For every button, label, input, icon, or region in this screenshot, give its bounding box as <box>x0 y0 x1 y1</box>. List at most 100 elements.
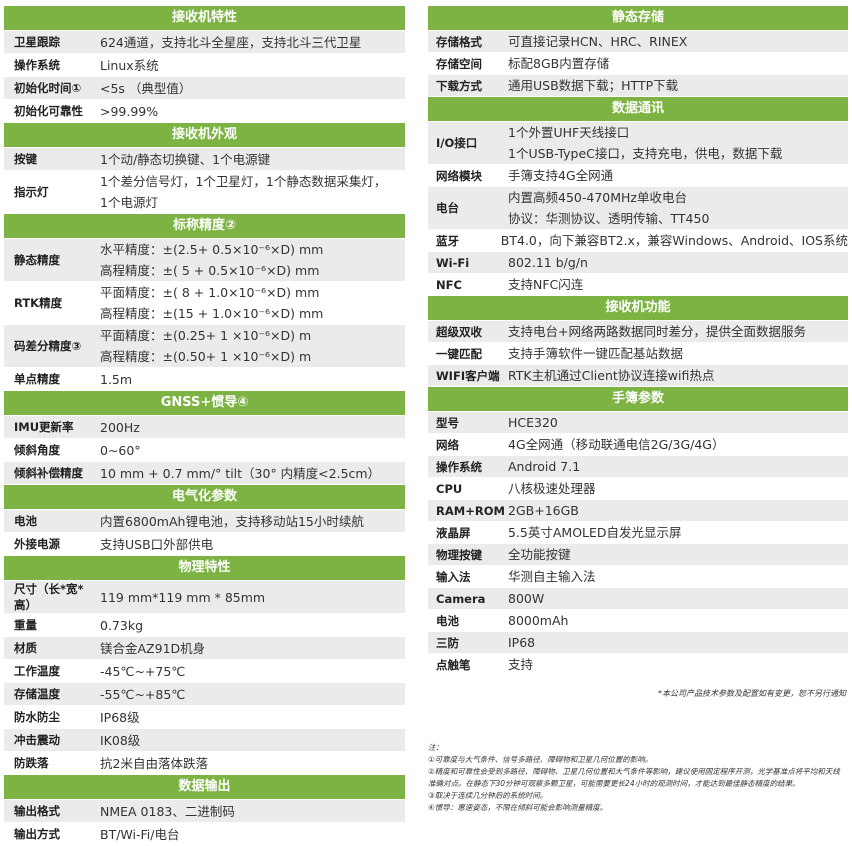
spec-label: 倾斜角度 <box>14 443 60 457</box>
spec-value: 华测自主输入法 <box>508 566 596 587</box>
spec-label: 网络模块 <box>436 168 482 183</box>
section-header: 接收机功能 <box>428 296 848 321</box>
spec-row: 卫星跟踪 624通道，支持北斗全星座，支持北斗三代卫星 <box>4 31 405 54</box>
section-header: 物理特性 <box>4 556 405 581</box>
value-line: 水平精度：±(2.5+ 0.5×10⁻⁶×D) mm <box>100 242 324 257</box>
spec-value: 支持手簿软件一键匹配基站数据 <box>508 343 683 364</box>
right-column: 静态存储 存储格式 可直接记录HCN、HRC、RINEX 存储空间 标配8GB内置存储下… <box>428 6 848 676</box>
value-line: 802.11 b/g/n <box>508 255 588 270</box>
spec-row: NFC 支持NFC闪连 <box>428 274 848 296</box>
notes: 注： ①可靠度与大气条件、信号多路径、障碍物和卫星几何位置的影响。 ②精度和可靠性… <box>428 742 846 814</box>
value-line: 1.5m <box>100 371 133 387</box>
note-item: ④惯导：惠速姿态，不限在倾斜可能会影响测量精度。 <box>428 803 608 812</box>
spec-label: 存储格式 <box>436 34 482 49</box>
spec-label: 下载方式 <box>436 78 482 93</box>
spec-label: 初始化时间① <box>14 81 82 95</box>
spec-label: 操作系统 <box>436 459 482 474</box>
spec-value: 平面精度：±(0.25+ 1 ×10⁻⁶×D) m 高程精度：±(0.50+ 1 … <box>100 325 311 367</box>
spec-row: 物理按键 全功能按键 <box>428 544 848 566</box>
value-line: 1个外置UHF天线接口 <box>508 125 630 140</box>
spec-label: CPU <box>436 481 463 496</box>
spec-row: 初始化可靠性 >99.99% <box>4 100 405 123</box>
value-line: 高程精度：±(0.50+ 1 ×10⁻⁶×D) m <box>100 349 312 364</box>
spec-value: 可直接记录HCN、HRC、RINEX <box>508 31 687 52</box>
spec-row: Wi-Fi 802.11 b/g/n <box>428 252 848 274</box>
spec-value: 支持NFC闪连 <box>508 274 583 295</box>
value-line: -55℃~+85℃ <box>100 686 186 702</box>
value-line: 1个电源灯 <box>100 195 158 210</box>
value-line: 5.5英寸AMOLED自发光显示屏 <box>508 525 682 540</box>
spec-label: 重量 <box>14 618 37 632</box>
spec-value: IK08级 <box>100 729 140 751</box>
spec-label: 输出方式 <box>14 827 60 841</box>
value-line: 高程精度：±(15 + 1.0×10⁻⁶×D) mm <box>100 306 324 321</box>
spec-value: IP68级 <box>100 706 140 728</box>
value-line: 支持电台+网络两路数据同时差分，提供全面数据服务 <box>508 324 806 339</box>
spec-value: 内置6800mAh锂电池，支持移动站15小时续航 <box>100 510 364 532</box>
spec-label: 电池 <box>436 613 459 628</box>
left-column: 接收机特性 卫星跟踪 624通道，支持北斗全星座，支持北斗三代卫星 操作系统 Linux… <box>4 6 405 846</box>
spec-label: 尺寸（长*宽*高） <box>14 582 84 612</box>
value-line: 1个USB-TypeC接口，支持充电，供电，数据下载 <box>508 146 783 161</box>
note-item: ②精度和可靠性会受到多路径、障碍物、卫星几何位置和大气条件等影响，建议使用固定程… <box>428 767 840 788</box>
spec-value: NMEA 0183、二进制码 <box>100 800 235 822</box>
spec-label: 物理按键 <box>436 547 482 562</box>
section-header: 静态存储 <box>428 6 848 31</box>
spec-label: RAM+ROM <box>436 503 505 518</box>
value-line: >99.99% <box>100 103 159 119</box>
spec-row: 防水防尘 IP68级 <box>4 706 405 729</box>
spec-label: 超级双收 <box>436 324 482 339</box>
spec-row: 输出格式 NMEA 0183、二进制码 <box>4 800 405 823</box>
spec-value: 5.5英寸AMOLED自发光显示屏 <box>508 522 682 543</box>
spec-value: HCE320 <box>508 412 558 433</box>
spec-label: 防水防尘 <box>14 710 60 724</box>
value-line: Linux系统 <box>100 57 159 73</box>
value-line: <5s （典型值） <box>100 80 192 96</box>
spec-row: 超级双收 支持电台+网络两路数据同时差分，提供全面数据服务 <box>428 321 848 343</box>
spec-value: 抗2米自由落体跌落 <box>100 752 208 774</box>
value-line: Android 7.1 <box>508 459 581 474</box>
value-line: 624通道，支持北斗全星座，支持北斗三代卫星 <box>100 34 362 50</box>
spec-label: RTK精度 <box>14 296 63 310</box>
value-line: 内置高频450-470MHz单收电台 <box>508 190 687 205</box>
spec-row: 输入法 华测自主输入法 <box>428 566 848 588</box>
spec-value: 802.11 b/g/n <box>508 252 588 273</box>
spec-row: IMU更新率 200Hz <box>4 416 405 439</box>
spec-value: 1个外置UHF天线接口 1个USB-TypeC接口，支持充电，供电，数据下载 <box>508 122 782 164</box>
spec-label: IMU更新率 <box>14 420 74 434</box>
spec-label: 按键 <box>14 152 37 166</box>
value-line: 支持NFC闪连 <box>508 277 584 292</box>
section-header: GNSS+惯导④ <box>4 391 405 416</box>
spec-value: BT4.0，向下兼容BT2.x，兼容Windows、Android、IOS系统 <box>501 230 848 251</box>
spec-row: 重量 0.73kg <box>4 614 405 637</box>
value-line: 10 mm + 0.7 mm/° tilt（30° 内精度<2.5cm） <box>100 465 381 481</box>
spec-row: 一键匹配 支持手簿软件一键匹配基站数据 <box>428 343 848 365</box>
spec-label: 静态精度 <box>14 253 60 267</box>
spec-row: 型号 HCE320 <box>428 412 848 434</box>
spec-label: 冲击震动 <box>14 733 60 747</box>
spec-label: 倾斜补偿精度 <box>14 466 83 480</box>
value-line: 内置6800mAh锂电池，支持移动站15小时续航 <box>100 513 364 529</box>
value-line: 8000mAh <box>508 613 569 628</box>
spec-label: 材质 <box>14 641 37 655</box>
spec-label: 网络 <box>436 437 459 452</box>
value-line: IP68级 <box>100 709 140 725</box>
value-line: 可直接记录HCN、HRC、RINEX <box>508 34 688 49</box>
value-line: 平面精度：±( 8 + 1.0×10⁻⁶×D) mm <box>100 285 320 300</box>
spec-value: 通用USB数据下载；HTTP下载 <box>508 75 678 96</box>
spec-row: 指示灯 1个差分信号灯，1个卫星灯，1个静态数据采集灯， 1个电源灯 <box>4 171 405 214</box>
section-header: 标称精度② <box>4 214 405 239</box>
spec-row: 电池 8000mAh <box>428 610 848 632</box>
spec-value: 8000mAh <box>508 610 568 631</box>
spec-label: 码差分精度③ <box>14 339 82 353</box>
spec-row: 电台 内置高频450-470MHz单收电台 协议：华测协议、透明传输、TT450 <box>428 187 848 230</box>
spec-value: 八核极速处理器 <box>508 478 596 499</box>
spec-value: BT/Wi-Fi/电台 <box>100 823 179 845</box>
spec-label: 工作温度 <box>14 664 60 678</box>
spec-value: 支持电台+网络两路数据同时差分，提供全面数据服务 <box>508 321 806 342</box>
spec-row: 输出方式 BT/Wi-Fi/电台 <box>4 823 405 846</box>
spec-label: 输入法 <box>436 569 471 584</box>
spec-value: 0~60° <box>100 439 141 461</box>
spec-label: 一键匹配 <box>436 346 482 361</box>
